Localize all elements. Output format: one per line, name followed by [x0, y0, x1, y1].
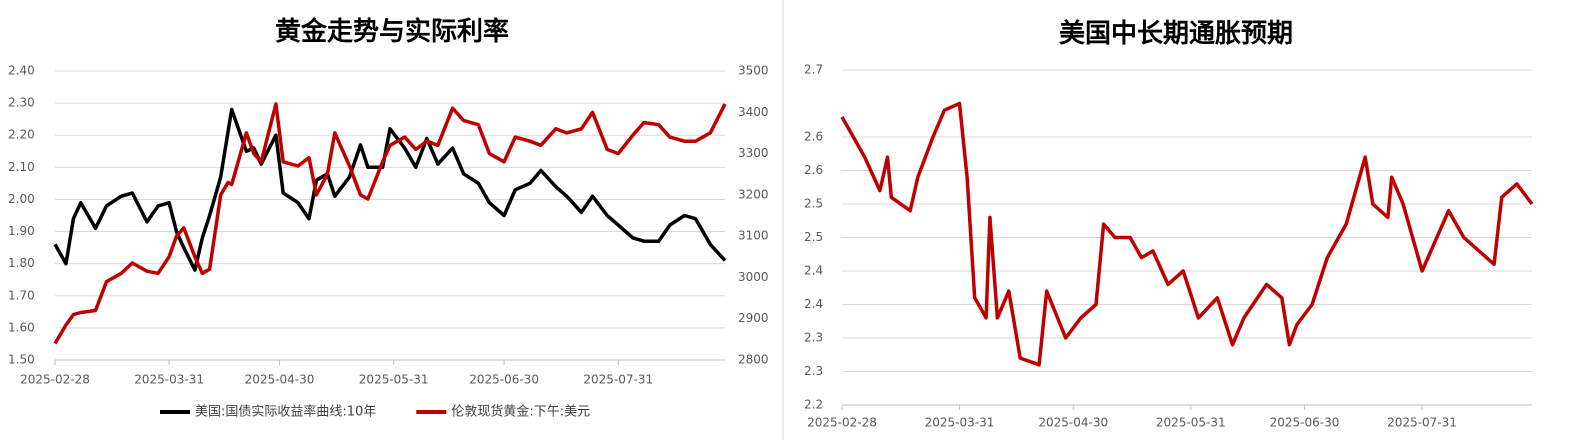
x-tick-label: 2025-02-28 — [807, 416, 877, 430]
line-series — [53, 102, 727, 345]
y-tick-label: 1.90 — [8, 224, 35, 238]
y-tick-label: 2.40 — [8, 64, 35, 78]
legend-label: 美国:国债实际收益率曲线:10年 — [195, 404, 376, 420]
x-tick-label: 2025-03-31 — [134, 373, 204, 387]
y2-tick-label: 3100 — [738, 229, 769, 243]
legend-label: 伦敦现货黄金:下午:美元 — [451, 404, 590, 420]
x-tick-label: 2025-04-30 — [1038, 416, 1108, 430]
y-tick-label: 2.6 — [804, 163, 823, 177]
chart: 美国中长期通胀预期 2.2 2.3 2.3 2.4 2.4 2.5 2.5 2.6 2.6 2.7 2… — [804, 18, 1534, 430]
x-tick-label: 2025-04-30 — [245, 373, 315, 387]
y-tick-label: 2.5 — [804, 197, 823, 211]
y2-tick-label: 2800 — [738, 353, 769, 367]
x-tick-label: 2025-07-31 — [1387, 416, 1457, 430]
y-tick-label: 2.00 — [8, 192, 35, 206]
x-tick-label: 2025-06-30 — [1270, 416, 1340, 430]
line-series — [53, 107, 727, 272]
y2-tick-label: 3200 — [738, 187, 769, 201]
y-tick-label: 2.20 — [8, 128, 35, 142]
legend: 美国:国债实际收益率曲线:10年 伦敦现货黄金:下午:美元 — [160, 404, 590, 420]
chart-title: 美国中长期通胀预期 — [1059, 18, 1293, 49]
y-tick-label: 2.6 — [804, 130, 823, 144]
y-tick-label: 2.30 — [8, 96, 35, 110]
y-tick-label: 2.7 — [804, 63, 823, 77]
chart-title: 黄金走势与实际利率 — [275, 16, 509, 47]
y-tick-label: 2.3 — [804, 364, 823, 378]
y2-tick-label: 2900 — [738, 311, 769, 325]
x-tick-label: 2025-07-31 — [583, 373, 653, 387]
line-series — [840, 101, 1534, 367]
x-tick-label: 2025-05-31 — [359, 373, 429, 387]
y2-tick-label: 3300 — [738, 146, 769, 160]
y2-tick-label: 3000 — [738, 270, 769, 284]
y-tick-label: 1.70 — [8, 288, 35, 302]
y-tick-label: 2.3 — [804, 331, 823, 345]
x-tick-label: 2025-03-31 — [925, 416, 995, 430]
chart: 黄金走势与实际利率 1.50 1.60 1.70 1.80 1.90 2.00 2.10 2.2… — [8, 0, 784, 440]
y-tick-label: 2.5 — [804, 230, 823, 244]
x-tick-label: 2025-02-28 — [20, 373, 90, 387]
y-tick-label: 2.2 — [804, 398, 823, 412]
y-tick-label: 2.4 — [804, 297, 823, 311]
y-tick-label: 2.4 — [804, 264, 823, 278]
y-tick-label: 1.80 — [8, 256, 35, 270]
y-tick-label: 1.50 — [8, 353, 35, 367]
y-tick-label: 2.10 — [8, 160, 35, 174]
y2-tick-label: 3500 — [738, 64, 769, 78]
y2-tick-label: 3400 — [738, 105, 769, 119]
y-tick-label: 1.60 — [8, 320, 35, 334]
x-tick-label: 2025-06-30 — [469, 373, 539, 387]
x-tick-label: 2025-05-31 — [1156, 416, 1226, 430]
